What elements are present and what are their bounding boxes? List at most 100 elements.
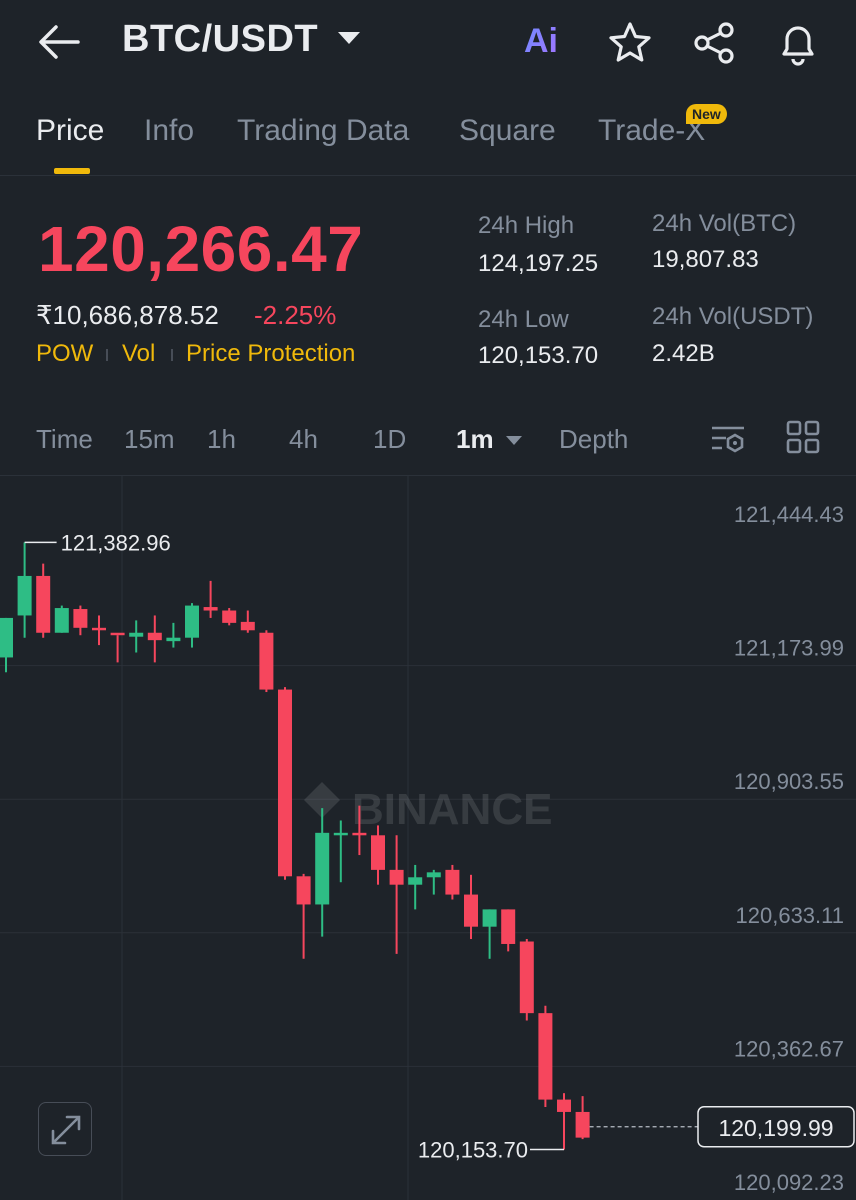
chart-watermark: BINANCE: [304, 782, 552, 834]
bell-icon[interactable]: [774, 20, 822, 66]
candle-body: [166, 637, 181, 642]
interval-depth[interactable]: Depth: [559, 424, 629, 454]
candle: [426, 869, 441, 895]
candle-body: [482, 909, 497, 927]
pair-title[interactable]: BTC/USDT: [122, 18, 319, 60]
star-icon[interactable]: [606, 20, 654, 66]
candle: [147, 615, 162, 663]
candle: [222, 608, 237, 626]
ai-assistant-icon[interactable]: Ai: [524, 22, 572, 68]
tab-square[interactable]: Square: [459, 114, 556, 147]
y-tick-label: 120,092.23: [734, 1170, 844, 1195]
y-tick-label: 121,444.43: [734, 502, 844, 527]
candle-body: [147, 632, 162, 641]
tag-pow[interactable]: POW: [36, 340, 94, 367]
interval-15m[interactable]: 15m: [124, 424, 175, 454]
candle-body: [389, 869, 404, 885]
candle: [166, 622, 181, 648]
candle: [557, 1093, 571, 1150]
high-label: 24h High: [478, 212, 575, 239]
interval-1d[interactable]: 1D: [373, 424, 407, 454]
chart-grid: [0, 476, 856, 1200]
tab-price[interactable]: Price: [36, 114, 105, 147]
candle-body: [575, 1111, 590, 1138]
candle-body: [110, 632, 125, 636]
high-value: 124,197.25: [478, 250, 599, 277]
vol-usdt-value: 2.42B: [652, 340, 715, 367]
current-price-box: [697, 1106, 855, 1148]
candle-body: [426, 872, 441, 878]
candle-body: [203, 607, 218, 611]
y-tick-label: 120,903.55: [734, 769, 844, 794]
interval-time[interactable]: Time: [36, 424, 93, 454]
candle: [129, 620, 144, 653]
interval-more-caret-icon[interactable]: [506, 436, 522, 445]
active-tab-indicator: [54, 168, 90, 174]
interval-4h[interactable]: 4h: [289, 424, 318, 454]
new-badge: New: [686, 104, 727, 124]
pair-dropdown-caret-icon[interactable]: [338, 32, 360, 44]
candle-body: [296, 876, 311, 905]
candle-body: [129, 632, 144, 637]
low-label: 24h Low: [478, 306, 569, 333]
candle: [333, 820, 348, 883]
change-percent: -2.25%: [254, 300, 337, 330]
current-price-label: 120,199.99: [718, 1115, 833, 1141]
candle-body: [185, 605, 199, 638]
candle: [538, 1005, 553, 1108]
watermark-text: BINANCE: [352, 785, 552, 834]
candle: [110, 632, 125, 663]
low-value: 120,153.70: [478, 342, 599, 369]
candle: [408, 864, 423, 910]
candle: [296, 873, 311, 959]
candle: [352, 805, 367, 856]
vol-btc-value: 19,807.83: [652, 246, 759, 273]
candle: [54, 605, 69, 633]
y-tick-label: 120,633.11: [736, 903, 844, 928]
y-tick-label: 120,362.67: [734, 1036, 844, 1061]
tag-separator: [106, 349, 108, 361]
fiat-price: ₹10,686,878.52: [36, 300, 219, 330]
candle-body: [557, 1099, 571, 1112]
candle-body: [352, 832, 367, 836]
y-axis-labels: 121,444.43 121,173.99 120,903.55 120,633.11…: [734, 502, 844, 1195]
tag-price-protection[interactable]: Price Protection: [186, 340, 356, 367]
candle: [259, 630, 274, 693]
share-icon[interactable]: [690, 20, 738, 66]
candles: [0, 542, 590, 1150]
candle-body: [519, 941, 534, 1014]
low-marker-label: 120,153.70: [418, 1137, 528, 1162]
candle-body: [240, 621, 255, 631]
vol-btc-label: 24h Vol(BTC): [652, 210, 797, 237]
fullscreen-button[interactable]: [38, 1102, 92, 1156]
interval-1m[interactable]: 1m: [456, 424, 494, 454]
indicator-settings-icon[interactable]: [708, 418, 748, 458]
candle-body: [371, 835, 385, 870]
interval-1h[interactable]: 1h: [207, 424, 236, 454]
candle: [73, 605, 88, 636]
candle: [445, 864, 460, 900]
high-marker-label: 121,382.96: [61, 530, 171, 555]
tab-info[interactable]: Info: [144, 114, 195, 147]
candle-body: [315, 832, 330, 905]
candle-body: [278, 689, 292, 877]
candle: [0, 617, 13, 673]
candle: [185, 603, 199, 648]
candle-body: [0, 617, 13, 658]
candle: [464, 874, 478, 940]
candle: [519, 939, 534, 1021]
candlestick-chart[interactable]: BINANCE 121,444.43121,173.99120,903.5512…: [0, 476, 856, 1200]
vol-usdt-label: 24h Vol(USDT): [652, 303, 814, 330]
candle: [315, 808, 330, 937]
grid-layout-icon[interactable]: [784, 418, 824, 458]
candle-body: [222, 610, 237, 623]
interval-bar: Time 15m 1h 4h 1D 1m Depth: [0, 404, 856, 476]
back-arrow-icon[interactable]: [36, 22, 82, 62]
candle-body: [333, 832, 348, 836]
candle-body: [259, 632, 274, 690]
tag-vol[interactable]: Vol: [122, 340, 156, 367]
tab-trading-data[interactable]: Trading Data: [237, 114, 410, 147]
candle: [482, 909, 497, 959]
candle: [36, 563, 51, 638]
header: BTC/USDT Ai: [0, 0, 856, 88]
